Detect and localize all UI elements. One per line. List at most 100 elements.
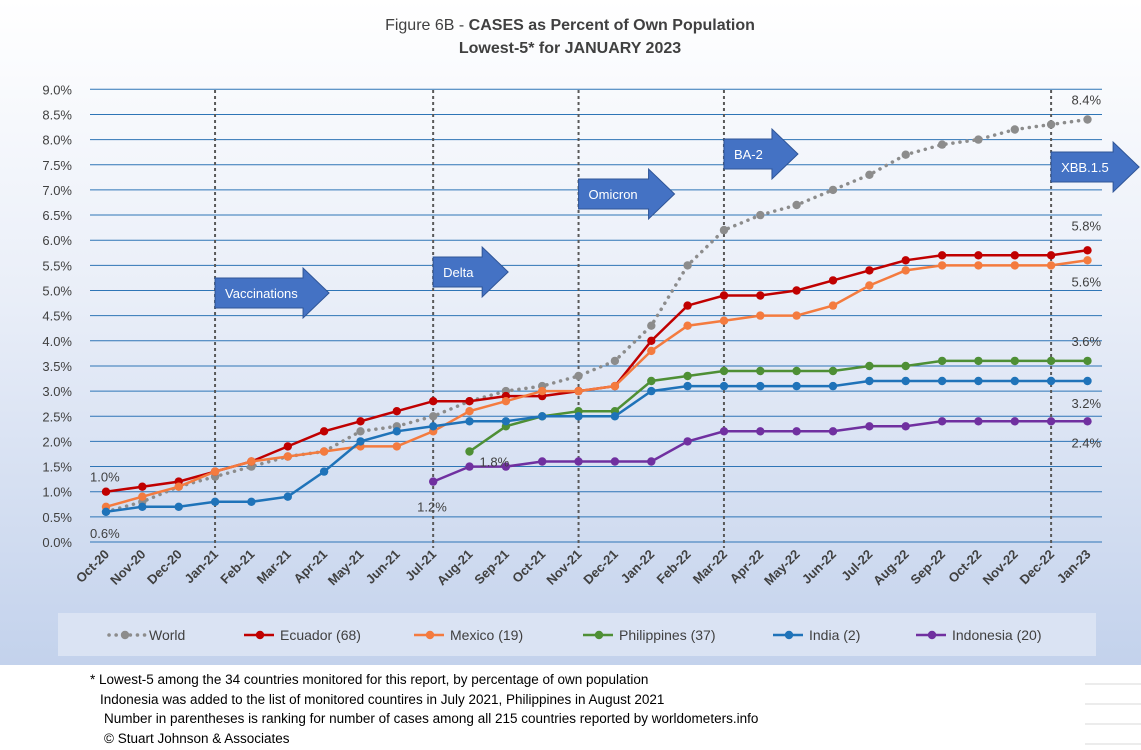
data-point [247, 497, 256, 506]
data-point [319, 467, 329, 476]
data-point [647, 376, 656, 386]
x-tick-label: May-21 [325, 547, 367, 589]
y-tick-label: 0.5% [42, 510, 72, 525]
data-point [501, 397, 511, 406]
data-point [974, 251, 983, 260]
data-point [465, 462, 474, 471]
y-tick-label: 5.0% [42, 284, 72, 299]
x-tick-label: Feb-22 [653, 547, 693, 587]
data-point [538, 386, 547, 396]
data-label: 5.6% [1071, 274, 1101, 289]
legend-marker [784, 630, 794, 640]
data-label: 1.2% [417, 500, 447, 515]
data-point [610, 457, 620, 466]
legend-label: World [149, 627, 185, 643]
data-point [865, 376, 874, 386]
footnote-line-4: © Stuart Johnson & Associates [104, 730, 290, 746]
data-point [1046, 251, 1056, 260]
data-point [901, 422, 910, 431]
data-point [719, 381, 729, 391]
event-arrows: Vaccinations Delta Omicron BA-2 XBB.1.5 [214, 127, 1140, 320]
series-india-2 [101, 376, 1092, 516]
data-point [465, 447, 474, 456]
data-point [319, 447, 329, 456]
data-point [792, 381, 801, 391]
x-tick-label: Mar-22 [690, 547, 730, 587]
x-axis-ticks: Oct-20Nov-20Dec-20Jan-21Feb-21Mar-21Apr-… [73, 547, 1094, 589]
series-line [468, 359, 1088, 453]
data-point [138, 482, 147, 491]
data-point [719, 225, 729, 235]
series-lines [101, 115, 1092, 516]
data-point [937, 140, 947, 149]
x-tick-label: Aug-22 [870, 547, 912, 589]
data-point [501, 462, 511, 471]
x-tick-label: Oct-21 [509, 547, 548, 586]
data-point [683, 321, 692, 330]
data-point [429, 422, 438, 431]
data-label: 3.2% [1071, 396, 1101, 411]
data-point [865, 266, 874, 275]
data-point [683, 301, 692, 310]
event-arrow [1050, 140, 1140, 194]
x-tick-label: Aug-21 [434, 547, 476, 589]
data-point [1083, 256, 1092, 265]
data-point [392, 407, 401, 416]
x-tick-label: Sep-22 [907, 547, 948, 588]
data-point [1046, 356, 1056, 366]
legend-marker [425, 630, 435, 640]
data-point [465, 417, 474, 426]
data-point [828, 276, 838, 285]
legend-label: India (2) [809, 627, 860, 643]
footnote-line-2: Indonesia was added to the list of monit… [100, 691, 665, 707]
data-point [828, 381, 838, 391]
data-point [974, 261, 983, 270]
y-tick-label: 3.5% [42, 359, 72, 374]
data-point [756, 210, 765, 220]
data-label: 3.6% [1071, 334, 1101, 349]
data-point [465, 407, 474, 416]
x-tick-label: Jun-21 [363, 547, 403, 587]
x-tick-label: Mar-21 [254, 547, 294, 587]
x-tick-label: Dec-22 [1016, 547, 1057, 588]
data-point [247, 457, 256, 466]
data-point [1083, 376, 1092, 386]
data-point [283, 442, 292, 451]
data-point [138, 502, 147, 511]
data-point [647, 321, 656, 330]
data-point [1010, 125, 1019, 134]
data-point [1046, 376, 1056, 386]
legend-label: Indonesia (20) [952, 627, 1042, 643]
data-point [937, 356, 947, 366]
data-point [1083, 115, 1092, 124]
data-point [392, 427, 401, 436]
data-point [610, 381, 620, 391]
data-point [865, 361, 874, 371]
data-point [792, 311, 801, 320]
chart-subtitle: Lowest-5* for JANUARY 2023 [459, 40, 681, 57]
x-tick-label: Apr-22 [727, 547, 767, 587]
gridlines [90, 88, 1102, 543]
y-tick-label: 0.0% [42, 535, 72, 550]
x-tick-label: May-22 [761, 547, 803, 589]
data-point [828, 366, 838, 376]
data-point [901, 376, 910, 386]
data-point [1046, 261, 1056, 270]
event-arrow-label: Delta [443, 265, 474, 280]
spreadsheet-gridlines [1085, 683, 1141, 745]
data-point [719, 316, 729, 325]
y-tick-label: 2.0% [42, 434, 72, 449]
data-point [647, 346, 656, 356]
data-point [756, 381, 765, 391]
y-tick-label: 4.0% [42, 334, 72, 349]
data-point [356, 417, 365, 426]
data-point [1083, 356, 1092, 366]
data-point [574, 386, 583, 396]
y-tick-label: 1.5% [42, 460, 72, 475]
data-point [1010, 251, 1019, 260]
data-point [647, 386, 656, 396]
series-line [105, 259, 1088, 509]
legend-label: Mexico (19) [450, 627, 523, 643]
data-labels: 1.0% 0.6% 1.2% 1.8% 8.4% 5.8% 5.6% 3.6% 3.2% 2.4% [90, 92, 1102, 540]
data-point [756, 291, 765, 300]
